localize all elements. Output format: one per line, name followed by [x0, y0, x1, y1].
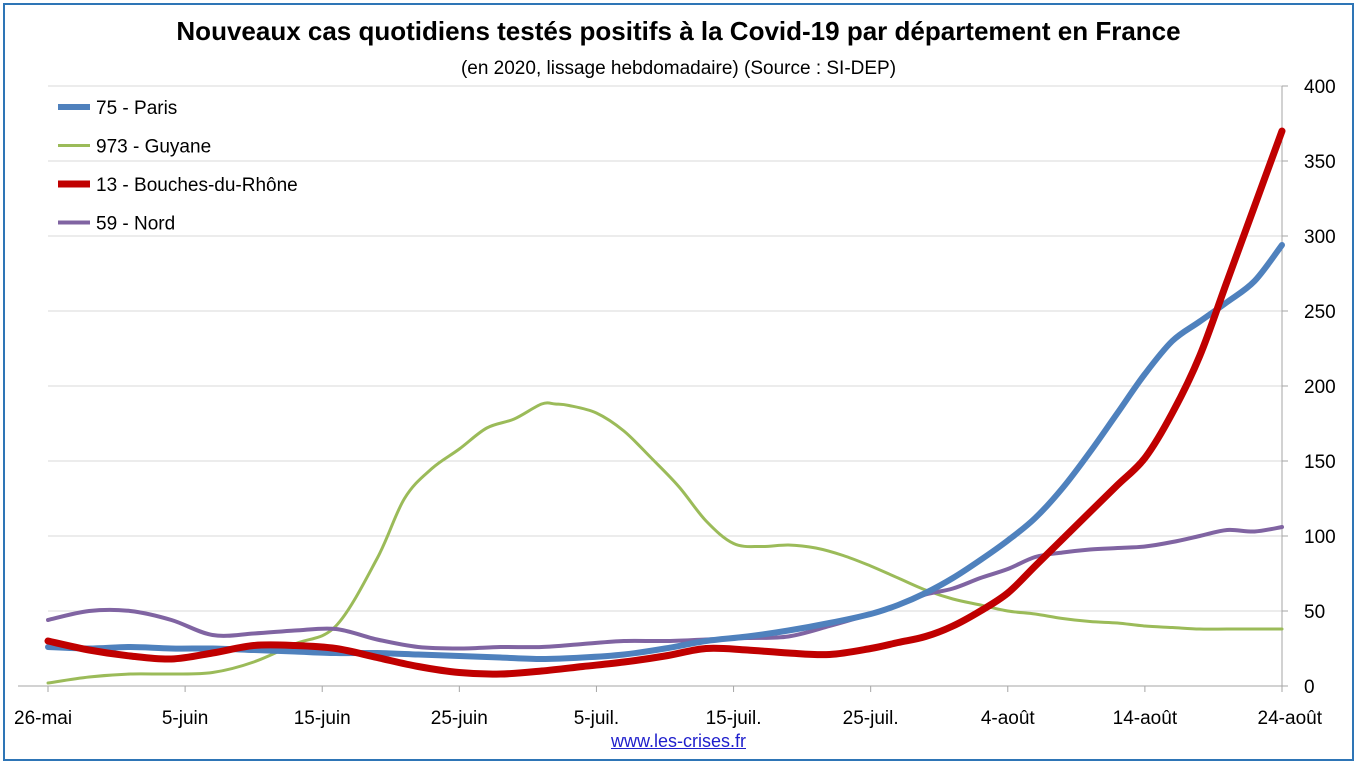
- series-lines: [44, 127, 1286, 685]
- series-line-0: [45, 242, 1285, 662]
- y-tick-label: 100: [1304, 527, 1336, 548]
- x-tick-label: 4-août: [981, 708, 1036, 729]
- y-tick-label: 350: [1304, 152, 1336, 173]
- x-tick-label: 26-mai: [14, 708, 72, 729]
- series-line-2: [44, 127, 1286, 678]
- source-link[interactable]: www.les-crises.fr: [610, 731, 746, 751]
- x-tick-label: 15-juin: [294, 708, 351, 729]
- legend-label: 973 - Guyane: [96, 137, 211, 158]
- chart-title: Nouveaux cas quotidiens testés positifs …: [176, 16, 1181, 46]
- y-tick-label: 0: [1304, 677, 1315, 698]
- y-tick-label: 250: [1304, 302, 1336, 323]
- y-tick-label: 400: [1304, 77, 1336, 98]
- x-tick-label: 25-juin: [431, 708, 488, 729]
- chart-subtitle: (en 2020, lissage hebdomadaire) (Source …: [460, 58, 897, 79]
- y-tick-label: 300: [1304, 227, 1336, 248]
- legend-label: 13 - Bouches-du-Rhône: [96, 175, 298, 196]
- x-tick-label: 14-août: [1113, 708, 1178, 729]
- x-tick-label: 5-juil.: [574, 708, 619, 729]
- x-tick-label: 15-juil.: [706, 708, 762, 729]
- gridlines: [48, 85, 1282, 612]
- y-tick-label: 50: [1304, 602, 1325, 623]
- axes: 0 50 100 150 200 250 300 350 400 26-mai 5-juin 15-j…: [14, 77, 1336, 729]
- x-tick-label: 25-juil.: [843, 708, 899, 729]
- series-line-1: [46, 401, 1284, 685]
- y-tick-label: 150: [1304, 452, 1336, 473]
- legend-label: 59 - Nord: [96, 214, 175, 235]
- x-tick-label: 5-juin: [162, 708, 208, 729]
- legend: 75 - Paris 973 - Guyane 13 - Bouches-du-Rh…: [58, 98, 298, 235]
- legend-label: 75 - Paris: [96, 98, 177, 119]
- x-tick-label: 24-août: [1258, 708, 1323, 729]
- series-line-3: [46, 525, 1284, 651]
- y-tick-label: 200: [1304, 377, 1336, 398]
